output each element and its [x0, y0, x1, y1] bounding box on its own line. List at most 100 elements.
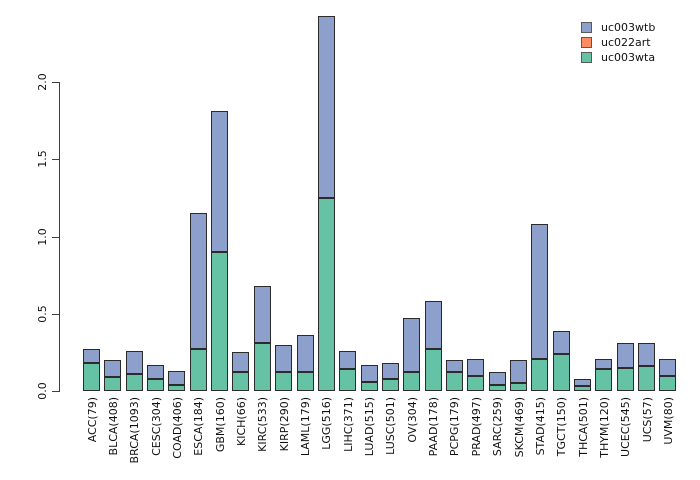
bar-ESCA(184)-uc003wta — [189, 349, 207, 391]
bar-UVM(80)-uc003wtb — [659, 358, 677, 376]
bar-KIRP(290)-uc003wta — [275, 372, 293, 391]
bar-BLCA(408)-uc003wta — [104, 377, 122, 391]
x-axis-label-UVM(80): UVM(80) — [661, 397, 675, 445]
bar-PRAD(497)-uc003wta — [467, 375, 485, 391]
bar-SKCM(469)-uc003wtb — [510, 360, 527, 384]
bar-THCA(501)-uc003wta — [574, 385, 592, 391]
bar-SARC(259)-uc003wtb — [488, 372, 506, 385]
legend-label: uc003wtb — [601, 21, 656, 34]
x-axis-label-PRAD(497): PRAD(497) — [469, 397, 483, 457]
x-axis-label-SARC(259): SARC(259) — [491, 397, 505, 457]
x-axis-label-KIRC(533): KIRC(533) — [256, 397, 270, 452]
legend-item-uc003wtb: uc003wtb — [581, 20, 655, 35]
bar-UCS(57)-uc003wta — [638, 366, 656, 391]
legend: uc003wtb uc022art uc003wta — [581, 20, 655, 65]
x-axis-label-COAD(406): COAD(406) — [170, 397, 184, 459]
bar-TGCT(150)-uc003wta — [552, 353, 570, 391]
y-tick — [52, 391, 60, 392]
bar-GBM(160)-uc003wtb — [211, 111, 229, 252]
bar-OV(304)-uc003wta — [403, 372, 421, 391]
y-tick-label: 0.0 — [36, 382, 49, 400]
x-axis-label-KICH(66): KICH(66) — [234, 397, 248, 446]
bar-LAML(179)-uc003wta — [296, 372, 314, 391]
bar-PAAD(178)-uc003wta — [424, 349, 442, 391]
x-axis-label-OV(304): OV(304) — [405, 397, 419, 443]
bar-SKCM(469)-uc003wta — [510, 383, 527, 391]
bar-THYM(120)-uc003wtb — [595, 358, 613, 370]
bar-KIRC(533)-uc003wtb — [253, 285, 271, 344]
y-tick-label: 1.5 — [36, 150, 49, 169]
bar-OV(304)-uc003wtb — [403, 318, 421, 373]
bar-LUSC(501)-uc003wta — [381, 378, 399, 391]
x-axis-label-LGG(516): LGG(516) — [320, 397, 334, 450]
bar-TGCT(150)-uc003wtb — [552, 330, 570, 354]
legend-swatch-uc003wta — [581, 52, 592, 63]
bar-UCEC(545)-uc003wtb — [616, 343, 634, 368]
y-tick-label: 2.0 — [36, 73, 49, 91]
y-tick — [52, 236, 60, 238]
bar-THCA(501)-uc003wtb — [574, 378, 592, 386]
bar-GBM(160)-uc003wta — [211, 251, 229, 391]
x-axis-label-LIHC(371): LIHC(371) — [341, 397, 355, 452]
bar-BRCA(1093)-uc003wtb — [125, 350, 143, 374]
bar-BRCA(1093)-uc003wta — [125, 374, 143, 391]
bar-ACC(79)-uc003wta — [83, 363, 100, 391]
bar-UCEC(545)-uc003wta — [616, 367, 634, 391]
legend-swatch-uc022art — [581, 37, 592, 48]
x-axis-label-KIRP(290): KIRP(290) — [277, 397, 291, 452]
bar-COAD(406)-uc003wta — [168, 384, 186, 391]
bar-KIRC(533)-uc003wta — [253, 343, 271, 391]
x-axis-label-LAML(179): LAML(179) — [299, 397, 312, 457]
bar-SARC(259)-uc003wta — [488, 384, 506, 391]
x-axis-label-BRCA(1093): BRCA(1093) — [128, 397, 142, 464]
x-axis-label-ACC(79): ACC(79) — [85, 397, 99, 443]
bar-ESCA(184)-uc003wtb — [189, 213, 207, 350]
x-axis-label-STAD(415): STAD(415) — [533, 397, 547, 456]
x-axis-label-LUSC(501): LUSC(501) — [384, 397, 398, 455]
bar-ACC(79)-uc003wtb — [83, 349, 100, 364]
bar-COAD(406)-uc003wtb — [168, 370, 186, 385]
bar-LGG(516)-uc003wtb — [317, 15, 335, 198]
bar-PCPG(179)-uc003wta — [445, 372, 463, 391]
bar-LUAD(515)-uc003wtb — [360, 364, 378, 382]
bar-BLCA(408)-uc003wtb — [104, 360, 122, 378]
bar-STAD(415)-uc003wtb — [531, 224, 549, 359]
x-axis-label-ESCA(184): ESCA(184) — [192, 397, 206, 456]
legend-item-uc022art: uc022art — [581, 35, 655, 50]
bar-KICH(66)-uc003wtb — [232, 352, 250, 373]
bar-UCS(57)-uc003wtb — [638, 343, 656, 367]
x-axis-label-UCS(57): UCS(57) — [640, 397, 654, 443]
bar-LIHC(371)-uc003wtb — [339, 350, 357, 370]
x-axis-label-CESC(304): CESC(304) — [149, 397, 163, 456]
bar-STAD(415)-uc003wta — [531, 358, 549, 391]
y-tick-label: 1.0 — [36, 227, 49, 246]
bar-LUSC(501)-uc003wtb — [381, 363, 399, 379]
bar-KICH(66)-uc003wta — [232, 372, 250, 391]
bar-UVM(80)-uc003wta — [659, 375, 677, 391]
x-axis-label-THYM(120): THYM(120) — [597, 397, 611, 458]
x-axis-label-UCEC(545): UCEC(545) — [619, 397, 633, 457]
bar-LAML(179)-uc003wtb — [296, 335, 314, 373]
bar-LUAD(515)-uc003wta — [360, 381, 378, 391]
bar-CESC(304)-uc003wtb — [147, 364, 165, 379]
legend-label: uc022art — [601, 36, 651, 49]
y-tick — [52, 313, 60, 315]
y-tick — [52, 159, 60, 161]
x-axis-label-GBM(160): GBM(160) — [213, 397, 227, 453]
x-axis-label-LUAD(515): LUAD(515) — [363, 397, 377, 457]
x-axis-label-TGCT(150): TGCT(150) — [555, 397, 569, 457]
x-axis-label-SKCM(469): SKCM(469) — [512, 397, 526, 458]
legend-item-uc003wta: uc003wta — [581, 50, 655, 65]
y-tick-label: 0.5 — [36, 305, 49, 323]
legend-swatch-uc003wtb — [581, 22, 592, 33]
x-axis-label-PAAD(178): PAAD(178) — [427, 397, 441, 457]
bar-LGG(516)-uc003wta — [317, 197, 335, 391]
x-axis-label-THCA(501): THCA(501) — [576, 397, 590, 457]
bar-THYM(120)-uc003wta — [595, 369, 613, 391]
bar-KIRP(290)-uc003wtb — [275, 344, 293, 373]
bar-CESC(304)-uc003wta — [147, 378, 165, 391]
x-axis-label-PCPG(179): PCPG(179) — [448, 397, 462, 457]
x-axis-label-BLCA(408): BLCA(408) — [106, 397, 120, 456]
bar-LIHC(371)-uc003wta — [339, 369, 357, 391]
